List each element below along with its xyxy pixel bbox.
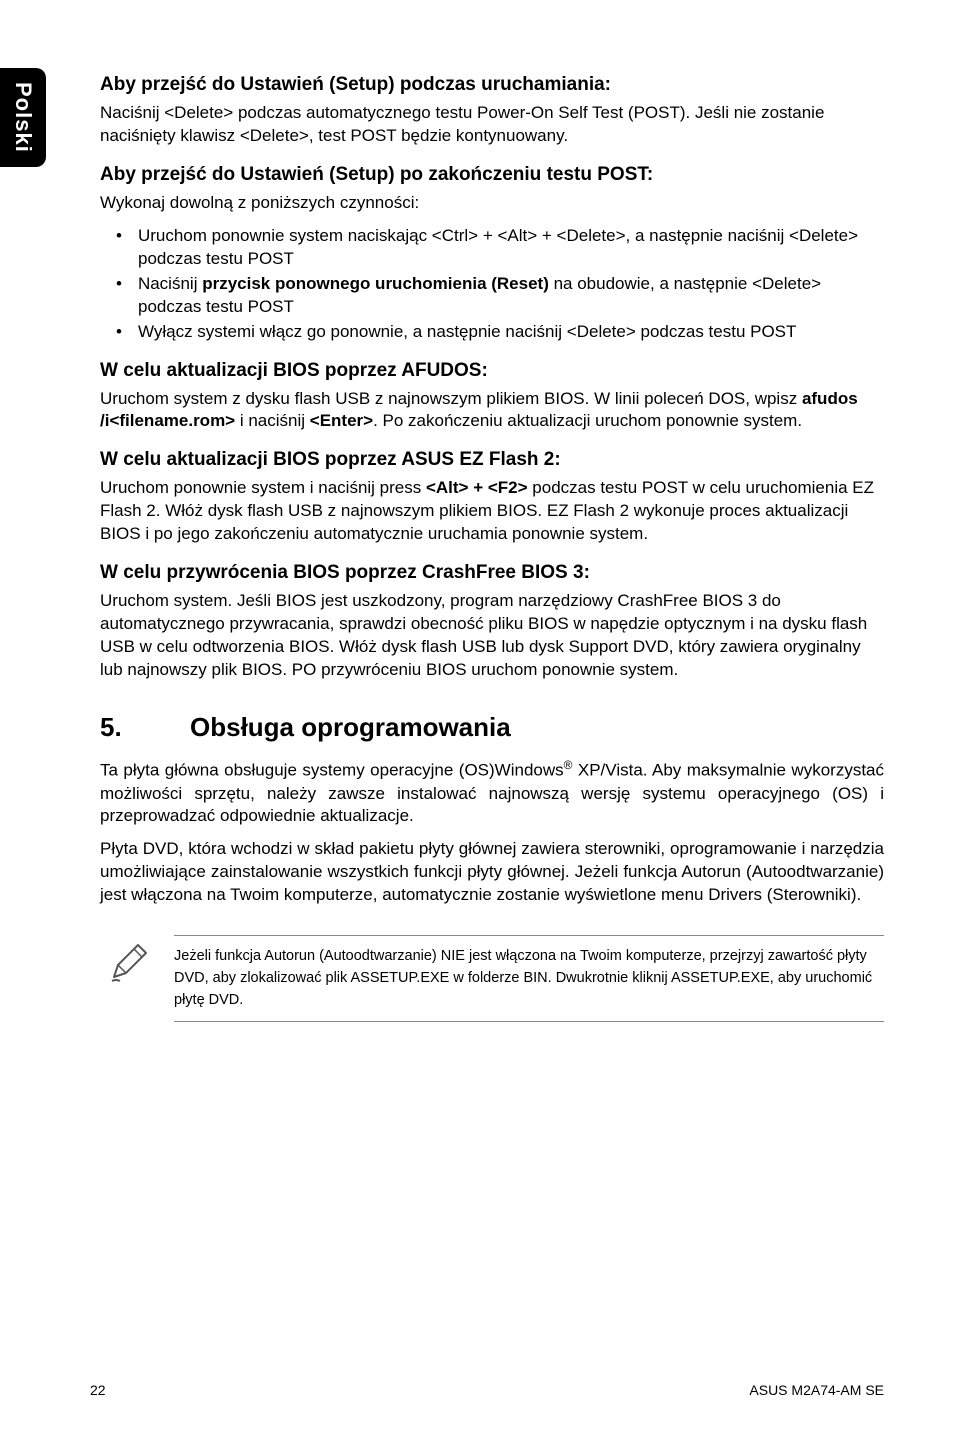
heading: Aby przejść do Ustawień (Setup) po zakoń… (100, 164, 884, 186)
page-number: 22 (90, 1382, 106, 1398)
paragraph: Wykonaj dowolną z poniższych czynności: (100, 192, 884, 215)
note-callout: Jeżeli funkcja Autorun (Autoodtwarzanie)… (100, 935, 884, 1022)
paragraph: Uruchom ponownie system i naciśnij press… (100, 477, 884, 546)
section-ezflash: W celu aktualizacji BIOS poprzez ASUS EZ… (100, 449, 884, 546)
heading: Aby przejść do Ustawień (Setup) podczas … (100, 74, 884, 96)
section-setup-post: Aby przejść do Ustawień (Setup) po zakoń… (100, 164, 884, 344)
list-item: Wyłącz systemi włącz go ponownie, a nast… (100, 321, 884, 344)
section-setup-boot: Aby przejść do Ustawień (Setup) podczas … (100, 74, 884, 148)
paragraph: Naciśnij <Delete> podczas automatycznego… (100, 102, 884, 148)
section-number: 5. (100, 712, 190, 743)
heading: W celu aktualizacji BIOS poprzez AFUDOS: (100, 360, 884, 382)
paragraph: Płyta DVD, która wchodzi w skład pakietu… (100, 838, 884, 907)
bullet-list: Uruchom ponownie system naciskając <Ctrl… (100, 225, 884, 344)
footer-model: ASUS M2A74-AM SE (749, 1382, 884, 1398)
page-footer: 22 ASUS M2A74-AM SE (90, 1382, 884, 1398)
list-item: Uruchom ponownie system naciskając <Ctrl… (100, 225, 884, 271)
note-text: Jeżeli funkcja Autorun (Autoodtwarzanie)… (174, 935, 884, 1022)
heading: W celu aktualizacji BIOS poprzez ASUS EZ… (100, 449, 884, 471)
language-tab: Polski (0, 68, 46, 167)
paragraph: Ta płyta główna obsługuje systemy operac… (100, 757, 884, 828)
main-heading: 5.Obsługa oprogramowania (100, 712, 884, 743)
section-crashfree: W celu przywrócenia BIOS poprzez CrashFr… (100, 562, 884, 682)
section-afudos: W celu aktualizacji BIOS poprzez AFUDOS:… (100, 360, 884, 434)
heading: W celu przywrócenia BIOS poprzez CrashFr… (100, 562, 884, 584)
paragraph: Uruchom system z dysku flash USB z najno… (100, 388, 884, 434)
paragraph: Uruchom system. Jeśli BIOS jest uszkodzo… (100, 590, 884, 682)
section-title: Obsługa oprogramowania (190, 712, 511, 742)
page-content: Aby przejść do Ustawień (Setup) podczas … (90, 74, 884, 1022)
pencil-icon (106, 935, 154, 992)
list-item: Naciśnij przycisk ponownego uruchomienia… (100, 273, 884, 319)
